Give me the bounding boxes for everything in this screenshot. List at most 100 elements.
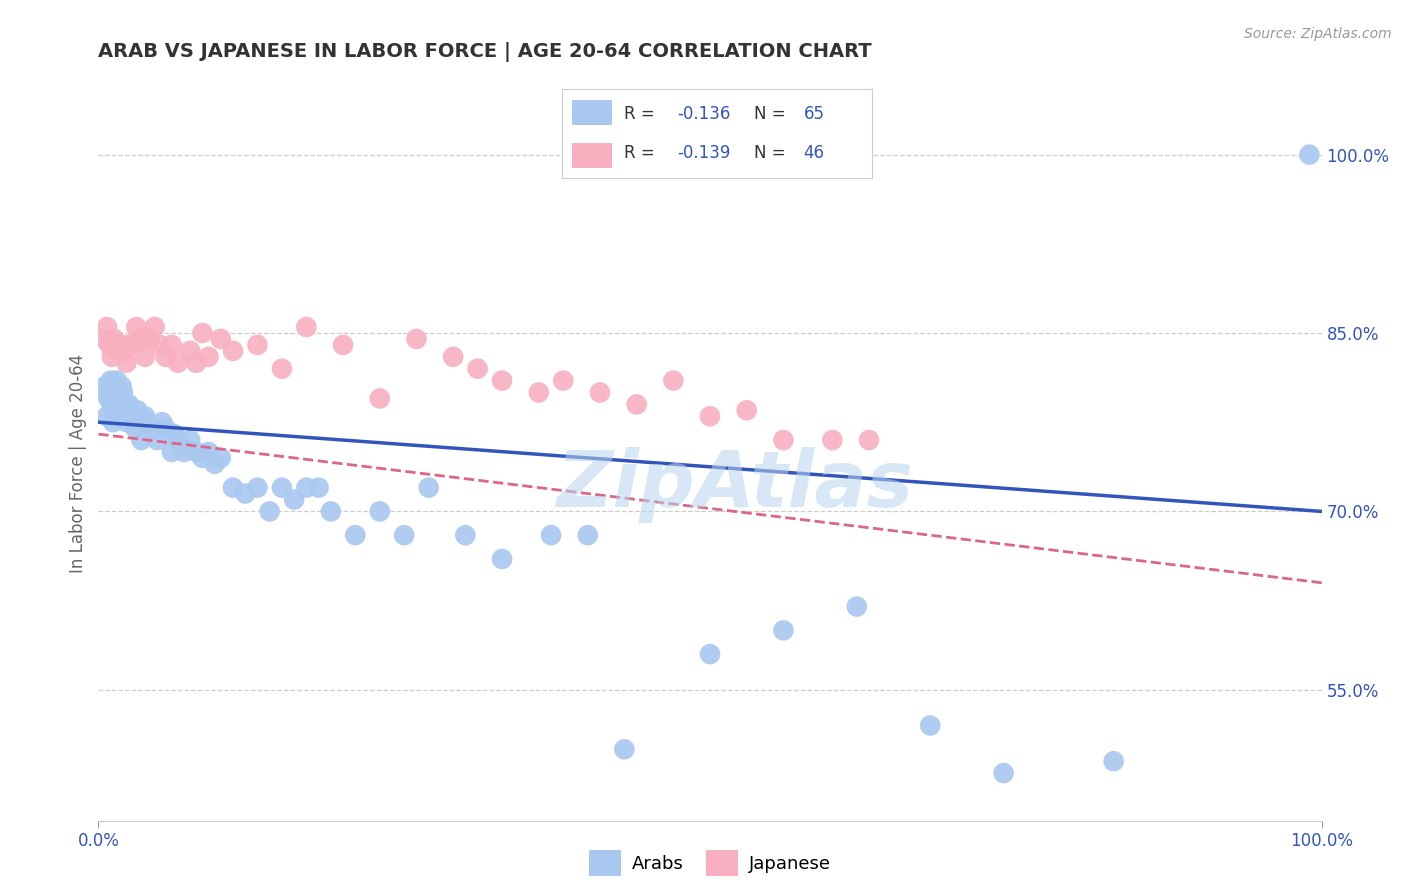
Point: [772, 624, 794, 638]
Point: [662, 374, 685, 388]
Text: ARAB VS JAPANESE IN LABOR FORCE | AGE 20-64 CORRELATION CHART: ARAB VS JAPANESE IN LABOR FORCE | AGE 20…: [98, 43, 872, 62]
Point: [186, 445, 208, 459]
Text: -0.136: -0.136: [676, 105, 730, 123]
Point: [270, 481, 294, 495]
Point: [540, 528, 562, 542]
Point: [101, 397, 124, 411]
Point: [173, 445, 195, 459]
Bar: [572, 143, 612, 168]
Point: [98, 338, 121, 352]
Point: [160, 445, 183, 459]
Point: [344, 528, 367, 542]
Point: [576, 528, 599, 542]
Point: [97, 392, 120, 406]
Point: [197, 350, 219, 364]
Point: [105, 338, 128, 352]
Point: [100, 374, 122, 388]
Y-axis label: In Labor Force | Age 20-64: In Labor Force | Age 20-64: [69, 354, 87, 574]
Point: [139, 332, 162, 346]
Point: [491, 552, 513, 566]
Point: [118, 397, 141, 411]
Point: [143, 320, 166, 334]
Point: [121, 338, 143, 352]
Point: [108, 343, 131, 358]
Point: [295, 481, 318, 495]
Point: [167, 433, 190, 447]
Point: [772, 433, 794, 447]
Point: [993, 766, 1015, 780]
Point: [222, 481, 245, 495]
Point: [127, 403, 149, 417]
Point: [589, 385, 612, 400]
Point: [105, 374, 128, 388]
Point: [308, 481, 330, 495]
Point: [821, 433, 844, 447]
Point: [125, 320, 148, 334]
Point: [858, 433, 880, 447]
Point: [259, 504, 281, 518]
Text: R =: R =: [624, 105, 661, 123]
Point: [553, 374, 575, 388]
Point: [735, 403, 758, 417]
Point: [163, 427, 186, 442]
Point: [626, 397, 648, 411]
Point: [160, 338, 183, 352]
Point: [170, 439, 193, 453]
Point: [118, 338, 141, 352]
Point: [98, 385, 121, 400]
Point: [197, 445, 219, 459]
Point: [209, 332, 232, 346]
Point: [103, 332, 125, 346]
Point: [270, 361, 294, 376]
Point: [179, 343, 201, 358]
Point: [146, 433, 169, 447]
Point: [246, 481, 269, 495]
Point: [222, 343, 245, 358]
Point: [96, 409, 118, 424]
Point: [129, 433, 152, 447]
Text: R =: R =: [624, 145, 661, 162]
Point: [441, 350, 464, 364]
Point: [233, 486, 256, 500]
Text: N =: N =: [754, 145, 792, 162]
Point: [111, 338, 134, 352]
Point: [699, 409, 721, 424]
Point: [107, 385, 129, 400]
Point: [454, 528, 477, 542]
Point: [112, 403, 135, 417]
Point: [114, 397, 136, 411]
Point: [115, 415, 138, 429]
Point: [142, 421, 165, 435]
Point: [332, 338, 354, 352]
Point: [283, 492, 305, 507]
Point: [186, 356, 208, 370]
Point: [920, 718, 942, 732]
Point: [104, 379, 127, 393]
Point: [699, 647, 721, 661]
Point: [111, 379, 134, 393]
Point: [613, 742, 636, 756]
Point: [295, 320, 318, 334]
Point: [368, 392, 391, 406]
Text: -0.139: -0.139: [676, 145, 730, 162]
Point: [491, 374, 513, 388]
Point: [527, 385, 550, 400]
Point: [112, 343, 135, 358]
Point: [134, 350, 156, 364]
Text: 46: 46: [804, 145, 825, 162]
Point: [246, 338, 269, 352]
Text: 65: 65: [804, 105, 825, 123]
Point: [191, 450, 214, 465]
Point: [115, 356, 138, 370]
Point: [405, 332, 427, 346]
Point: [467, 361, 489, 376]
Point: [845, 599, 868, 614]
Point: [101, 415, 124, 429]
Point: [418, 481, 440, 495]
Point: [167, 356, 190, 370]
Text: ZipAtlas: ZipAtlas: [555, 447, 912, 524]
Point: [392, 528, 416, 542]
Point: [134, 409, 156, 424]
Point: [96, 320, 118, 334]
Point: [93, 379, 115, 393]
